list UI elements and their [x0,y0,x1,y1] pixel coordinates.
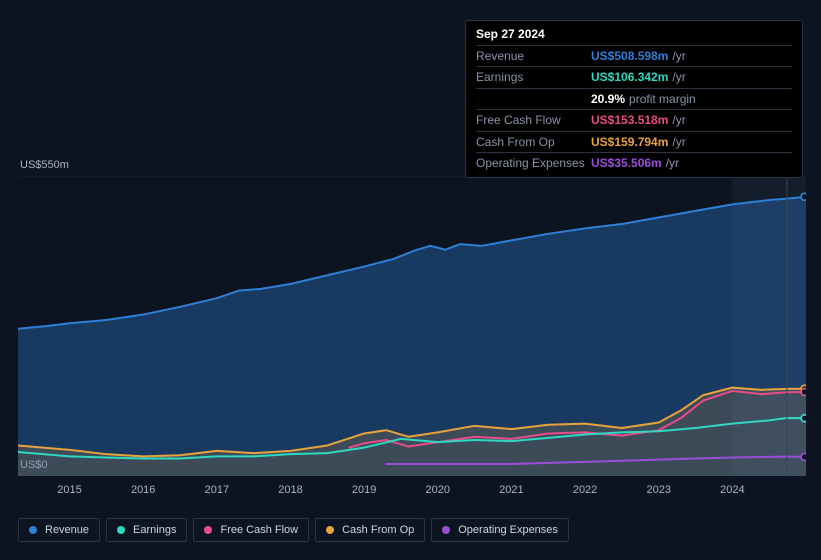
legend-label: Free Cash Flow [220,524,298,536]
legend-item-cash-from-op[interactable]: Cash From Op [315,518,425,542]
x-tick-label: 2022 [573,484,597,496]
tooltip-row-value: US$508.598m [591,49,668,63]
tooltip-row-value: US$35.506m [591,156,662,170]
legend-swatch [326,526,334,534]
chart-tooltip: Sep 27 2024 RevenueUS$508.598m/yrEarning… [465,20,803,178]
x-tick-label: 2023 [646,484,670,496]
tooltip-row: Cash From OpUS$159.794m/yr [476,131,792,152]
tooltip-row: Free Cash FlowUS$153.518m/yr [476,109,792,130]
legend-label: Cash From Op [342,524,414,536]
x-tick-label: 2015 [57,484,81,496]
x-tick-label: 2020 [426,484,450,496]
tooltip-row-value: 20.9% [591,92,625,106]
tooltip-row-unit: /yr [672,49,685,63]
tooltip-row-label: Cash From Op [476,135,591,149]
y-axis-max-label: US$550m [20,159,69,171]
tooltip-row-label [476,92,591,106]
x-tick-label: 2016 [131,484,155,496]
x-tick-label: 2017 [205,484,229,496]
tooltip-row-unit: /yr [672,113,685,127]
tooltip-row-label: Operating Expenses [476,156,591,170]
tooltip-row-value: US$153.518m [591,113,668,127]
x-tick-label: 2019 [352,484,376,496]
legend-swatch [204,526,212,534]
tooltip-row: EarningsUS$106.342m/yr [476,66,792,87]
tooltip-row: Operating ExpensesUS$35.506m/yr [476,152,792,173]
tooltip-row-value: US$106.342m [591,70,668,84]
legend-item-free-cash-flow[interactable]: Free Cash Flow [193,518,309,542]
legend-label: Revenue [45,524,89,536]
x-axis-labels: 2015 2016 2017 2018 2019 2020 2021 2022 2023 2024 [18,484,806,500]
tooltip-row-label: Earnings [476,70,591,84]
legend-swatch [117,526,125,534]
legend-item-operating-expenses[interactable]: Operating Expenses [431,518,569,542]
tooltip-row-unit: profit margin [629,92,696,106]
chart-legend: Revenue Earnings Free Cash Flow Cash From O… [18,518,569,542]
financials-chart [18,176,806,476]
tooltip-row-label: Revenue [476,49,591,63]
legend-swatch [442,526,450,534]
tooltip-row: 20.9% profit margin [476,88,792,109]
tooltip-row-unit: /yr [672,70,685,84]
legend-item-earnings[interactable]: Earnings [106,518,187,542]
tooltip-row-unit: /yr [672,135,685,149]
x-tick-label: 2024 [720,484,744,496]
tooltip-date: Sep 27 2024 [476,27,792,45]
x-tick-label: 2018 [278,484,302,496]
legend-item-revenue[interactable]: Revenue [18,518,100,542]
x-tick-label: 2021 [499,484,523,496]
tooltip-row-unit: /yr [666,156,679,170]
legend-label: Earnings [133,524,176,536]
tooltip-row-value: US$159.794m [591,135,668,149]
tooltip-row-label: Free Cash Flow [476,113,591,127]
legend-label: Operating Expenses [458,524,558,536]
tooltip-row: RevenueUS$508.598m/yr [476,45,792,66]
legend-swatch [29,526,37,534]
